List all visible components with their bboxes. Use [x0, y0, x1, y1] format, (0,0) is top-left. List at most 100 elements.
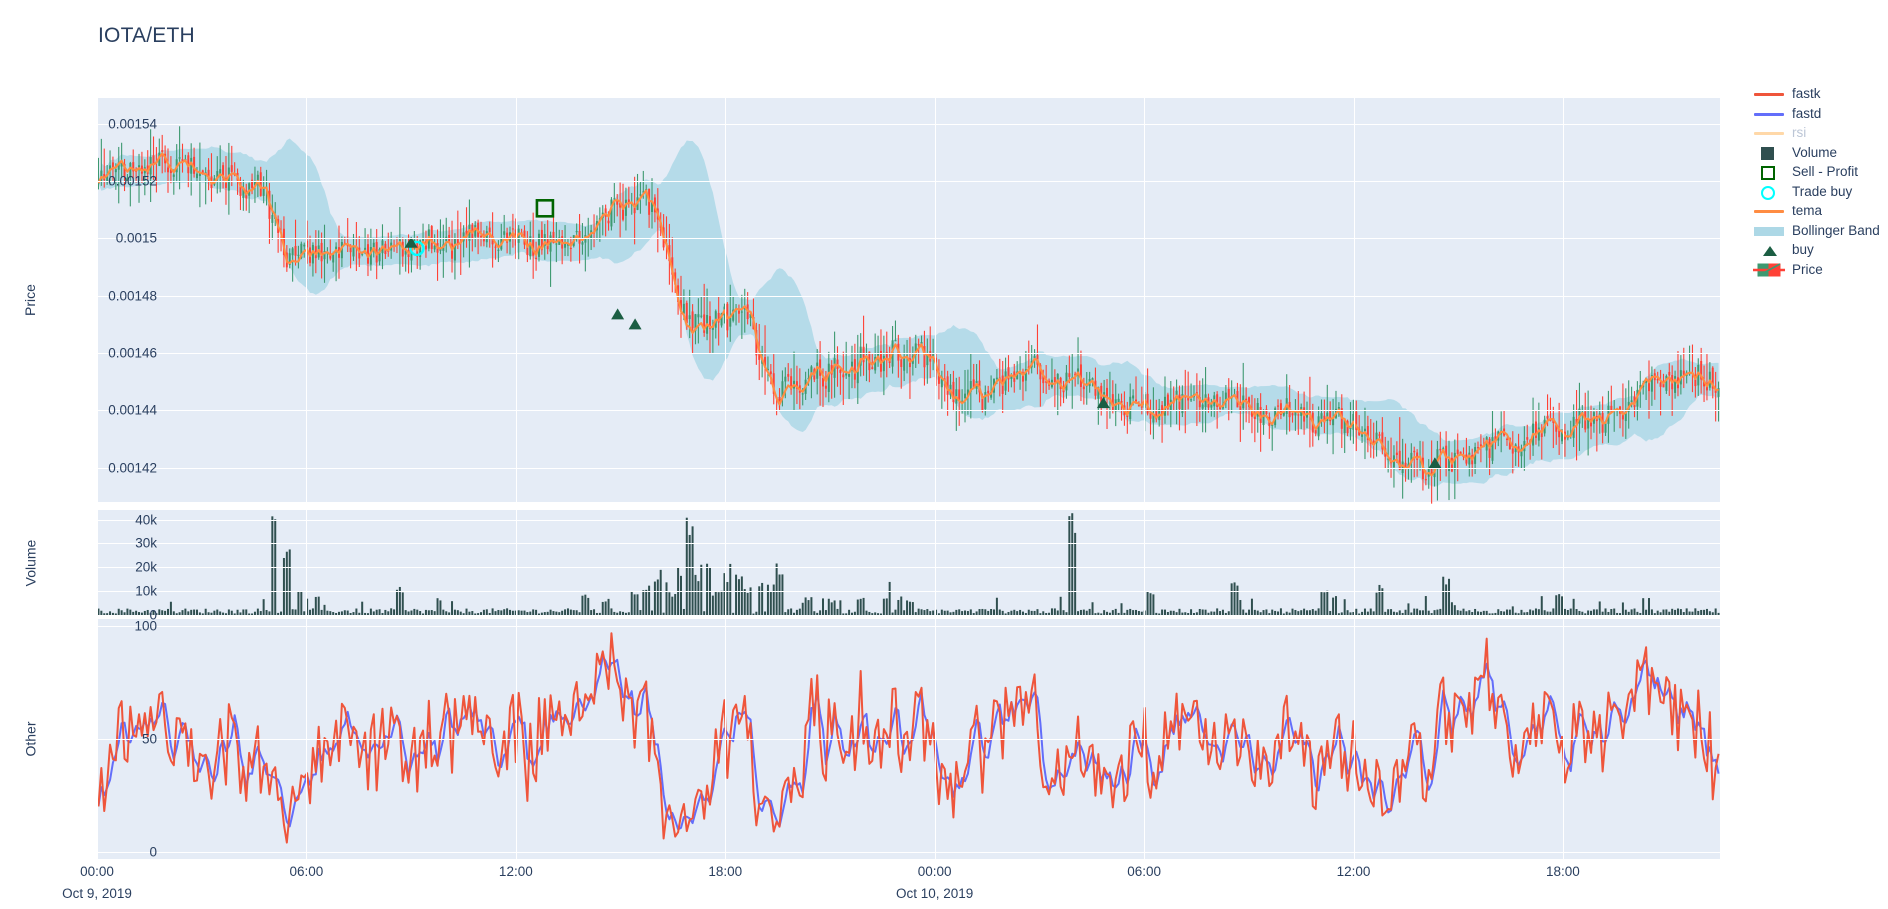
gridline — [515, 98, 517, 502]
buy-marker[interactable] — [1096, 397, 1110, 409]
gridline — [97, 615, 1720, 616]
x-tick-label: 00:00 — [80, 864, 114, 879]
legend-item-price[interactable]: Price — [1752, 260, 1888, 280]
gridline — [97, 181, 1720, 183]
gridline — [97, 123, 1720, 125]
gridline — [1353, 619, 1355, 859]
gridline — [97, 98, 98, 502]
volume-bars[interactable] — [97, 513, 1720, 615]
legend-item-tema[interactable]: tema — [1752, 201, 1888, 221]
gridline — [515, 619, 517, 859]
x-tick-label: 00:00 — [917, 864, 952, 879]
y-tick-label: 100 — [134, 618, 157, 634]
other-plot-layer — [97, 632, 1720, 844]
gridline — [515, 510, 517, 615]
y-tick-label: 0.00154 — [108, 116, 157, 132]
legend-item-sell-profit[interactable]: Sell - Profit — [1752, 162, 1888, 182]
volume-subplot[interactable] — [97, 510, 1720, 616]
gridline — [725, 619, 727, 859]
gridline — [97, 852, 1720, 854]
y-tick-label: 0 — [149, 607, 157, 623]
legend-item-buy[interactable]: buy — [1752, 240, 1888, 260]
x-tick-label: 06:00 — [289, 864, 324, 879]
gridline — [306, 510, 308, 615]
price-plot-layer — [97, 126, 1720, 504]
gridline — [1144, 510, 1146, 615]
gridline — [97, 467, 1720, 469]
gridline — [934, 510, 936, 615]
legend-item-fastk[interactable]: fastk — [1752, 84, 1888, 104]
price-axis-title: Price — [21, 284, 38, 316]
filled-square-icon — [1752, 143, 1786, 163]
gridline — [1562, 98, 1564, 502]
legend-item-trade-buy[interactable]: Trade buy — [1752, 182, 1888, 202]
gridline — [97, 739, 1720, 740]
x-tick-date: Oct 10, 2019 — [896, 886, 974, 901]
legend-label: Price — [1792, 261, 1823, 277]
line-swatch-icon — [1752, 123, 1786, 143]
chart-title: IOTA/ETH — [98, 24, 195, 47]
x-tick-label: 18:00 — [708, 864, 743, 879]
gridline — [97, 238, 1720, 240]
legend-item-volume[interactable]: Volume — [1752, 143, 1888, 163]
volume-axis-title: Volume — [21, 539, 38, 586]
price-subplot[interactable] — [97, 98, 1720, 504]
buy-marker[interactable] — [404, 236, 418, 248]
other-axis-title: Other — [22, 721, 39, 757]
candlestick-icon — [1752, 260, 1786, 280]
gridline — [1144, 619, 1146, 859]
legend-item-fastd[interactable]: fastd — [1752, 104, 1888, 124]
line-swatch-icon — [1752, 84, 1786, 104]
y-tick-label: 0.00148 — [108, 288, 157, 304]
legend-item-rsi[interactable]: rsi — [1752, 123, 1888, 143]
gridline — [1144, 98, 1146, 502]
fastk-line — [97, 632, 1720, 844]
legend-label: buy — [1792, 242, 1814, 258]
gridline — [97, 625, 1720, 627]
gridline — [97, 543, 1720, 545]
gridline — [97, 410, 1720, 412]
chart-legend[interactable]: fastk fastd rsi Volume Sell - Profit Trade bu… — [1752, 84, 1888, 279]
trade-buy-marker[interactable] — [409, 240, 425, 257]
buy-marker[interactable] — [1428, 457, 1442, 469]
y-tick-label: 0.00146 — [108, 345, 157, 361]
gridline — [97, 619, 98, 859]
bollinger-band — [98, 138, 1719, 487]
gridline — [1562, 619, 1564, 859]
gridline — [97, 567, 1720, 569]
legend-label: rsi — [1792, 125, 1807, 141]
tema-line — [97, 152, 1719, 477]
x-tick-label: 12:00 — [1336, 864, 1371, 879]
y-tick-label: 0.00144 — [108, 402, 157, 418]
gridline — [97, 519, 1720, 521]
triangle-up-icon — [1752, 240, 1786, 260]
x-tick-label: 06:00 — [1127, 864, 1161, 879]
volume-plot-layer — [97, 513, 1720, 615]
x-tick-label: 18:00 — [1546, 864, 1580, 879]
open-square-icon — [1752, 162, 1786, 182]
y-tick-label: 0.00152 — [108, 173, 157, 189]
legend-label: fastk — [1792, 86, 1821, 102]
y-tick-label: 20k — [135, 559, 157, 575]
open-circle-icon — [1752, 182, 1786, 202]
gridline — [1562, 510, 1564, 615]
gridline — [934, 619, 936, 859]
y-tick-label: 40k — [135, 512, 157, 528]
gridline — [725, 510, 727, 615]
gridline — [97, 353, 1720, 354]
gridline — [1353, 98, 1355, 502]
y-tick-label: 30k — [135, 535, 157, 551]
band-swatch-icon — [1752, 221, 1786, 241]
sell-profit-marker[interactable] — [535, 199, 555, 218]
other-subplot[interactable] — [97, 619, 1720, 859]
y-tick-label: 0.0015 — [115, 230, 157, 246]
line-swatch-icon — [1752, 201, 1786, 221]
legend-label: Bollinger Band — [1792, 222, 1880, 238]
buy-marker[interactable] — [628, 318, 642, 330]
gridline — [97, 510, 98, 615]
gridline — [725, 98, 727, 502]
legend-item-bollinger-band[interactable]: Bollinger Band — [1752, 221, 1888, 241]
x-tick-date: Oct 9, 2019 — [62, 886, 132, 901]
buy-marker[interactable] — [611, 308, 625, 320]
